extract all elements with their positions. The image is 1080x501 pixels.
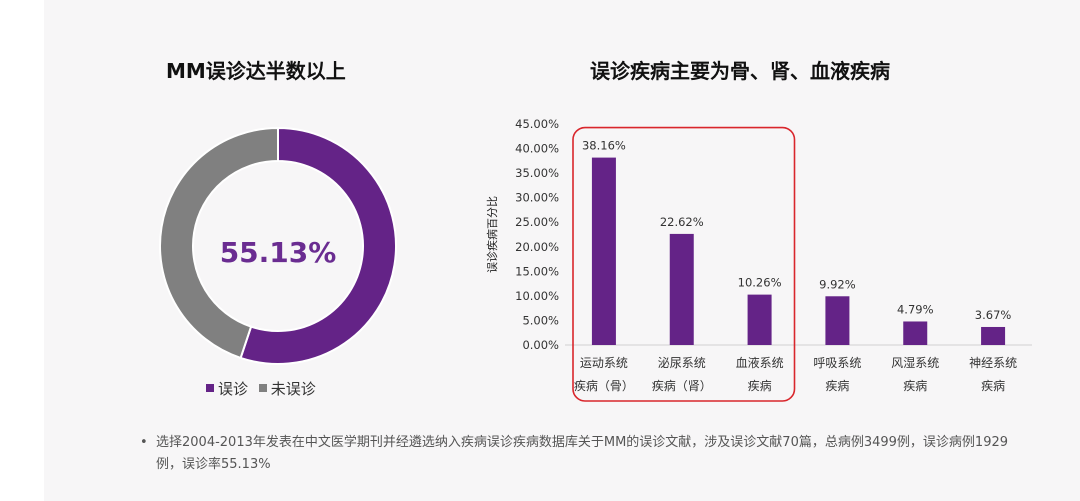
y-tick-label: 40.00% [515, 142, 559, 156]
donut-center-value: 55.13% [219, 236, 337, 269]
legend-swatch-misdiagnosed [206, 384, 214, 392]
x-tick-label-4-1: 疾病 [903, 378, 927, 393]
legend-swatch-not-misdiagnosed [258, 384, 267, 392]
bar-chart: 误诊疾病百分比 0.00% 5.00% 10.00% 15.00% 20.00% 25.00… [485, 117, 1032, 402]
bar-4 [903, 321, 928, 345]
bar-value-label-4: 4.79% [897, 302, 934, 316]
footnote-text: 选择2004-2013年发表在中文医学期刊并经遴选纳入疾病误诊疾病数据库关于MM… [156, 435, 1009, 472]
bar-value-label-2: 10.26% [738, 276, 782, 290]
x-tick-label-5-1: 疾病 [981, 378, 1005, 393]
x-tick-label-3-0: 呼吸系统 [813, 356, 861, 370]
slide-canvas [44, 0, 1080, 501]
bar-value-label-5: 3.67% [975, 308, 1012, 322]
donut-slice-1 [159, 126, 279, 360]
bar-value-label-1: 22.62% [660, 215, 704, 229]
highlight-box [572, 126, 796, 402]
y-axis-label: 误诊疾病百分比 [485, 196, 499, 273]
x-tick-label-4-0: 风湿系统 [891, 355, 939, 370]
x-tick-label-2-0: 血液系统 [736, 355, 784, 370]
x-tick-label-2-1: 疾病 [748, 378, 772, 393]
y-tick-label: 45.00% [515, 117, 559, 131]
y-tick-label: 35.00% [515, 166, 559, 180]
bar-value-label-0: 38.16% [582, 139, 626, 153]
legend-item-misdiagnosed: 误诊 [206, 380, 253, 398]
bar-3 [825, 296, 850, 345]
y-tick-label: 15.00% [515, 264, 559, 278]
x-tick-label-1-1: 疾病（肾） [652, 378, 712, 393]
y-tick-label: 20.00% [515, 240, 559, 254]
y-tick-label: 25.00% [515, 215, 559, 229]
y-tick-label: 5.00% [522, 313, 559, 327]
donut-legend: 误诊 未误诊 [206, 378, 322, 399]
donut-chart-title: MM误诊达半数以上 [166, 59, 346, 83]
footnote: • 选择2004-2013年发表在中文医学期刊并经遴选纳入疾病误诊疾病数据库关于… [140, 432, 1020, 476]
legend-item-not-misdiagnosed: 未误诊 [258, 380, 316, 398]
y-tick-label: 0.00% [522, 338, 559, 352]
legend-label-misdiagnosed: 误诊 [218, 380, 249, 398]
footnote-bullet: • [140, 435, 148, 450]
bar-2 [747, 294, 772, 345]
bar-5 [981, 326, 1006, 345]
x-tick-label-5-0: 神经系统 [969, 356, 1017, 370]
x-tick-label-0-0: 运动系统 [580, 356, 628, 370]
x-tick-label-0-1: 疾病（骨） [574, 378, 634, 393]
y-tick-label: 30.00% [515, 191, 559, 205]
donut-slice-0 [239, 126, 397, 365]
x-tick-label-1-0: 泌尿系统 [658, 356, 706, 370]
y-tick-label: 10.00% [515, 289, 559, 303]
bar-0 [591, 157, 616, 345]
bar-value-label-3: 9.92% [819, 277, 856, 291]
x-tick-label-3-1: 疾病 [825, 378, 849, 393]
bar-1 [669, 233, 694, 345]
legend-label-not-misdiagnosed: 未误诊 [270, 380, 316, 398]
donut-chart [159, 126, 397, 365]
bar-chart-title: 误诊疾病主要为骨、肾、血液疾病 [590, 59, 890, 83]
